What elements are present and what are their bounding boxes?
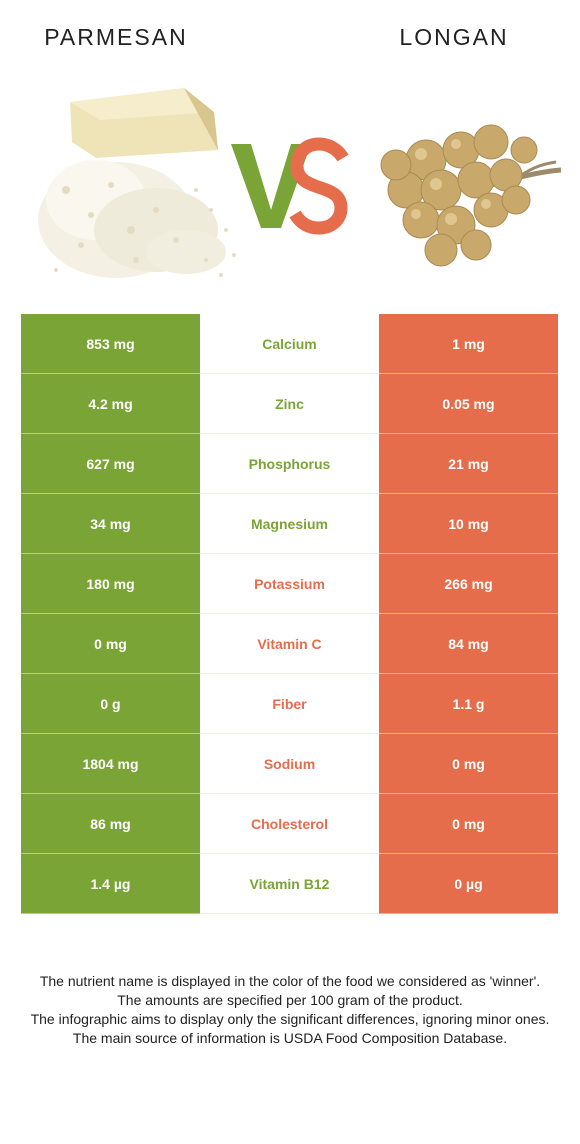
- nutrient-name: Calcium: [200, 314, 379, 374]
- table-row: 627 mg Phosphorus 21 mg: [21, 434, 558, 494]
- longan-value: 0.05 mg: [379, 374, 558, 434]
- nutrient-name: Potassium: [200, 554, 379, 614]
- nutrient-name: Fiber: [200, 674, 379, 734]
- parmesan-value: 853 mg: [21, 314, 200, 374]
- longan-value: 1.1 g: [379, 674, 558, 734]
- table-row: 4.2 mg Zinc 0.05 mg: [21, 374, 558, 434]
- nutrient-name: Vitamin C: [200, 614, 379, 674]
- longan-value: 84 mg: [379, 614, 558, 674]
- footnote-line: The nutrient name is displayed in the co…: [39, 973, 541, 989]
- nutrient-table: 853 mg Calcium 1 mg 4.2 mg Zinc 0.05 mg …: [21, 314, 558, 914]
- parmesan-value: 627 mg: [21, 434, 200, 494]
- nutrient-name: Cholesterol: [200, 794, 379, 854]
- nutrient-name: Phosphorus: [200, 434, 379, 494]
- footnote-line: The amounts are specified per 100 gram o…: [117, 992, 463, 1008]
- vs-s-letter: [289, 137, 349, 235]
- longan-value: 1 mg: [379, 314, 558, 374]
- footnote: The nutrient name is displayed in the co…: [16, 972, 564, 1048]
- longan-value: 10 mg: [379, 494, 558, 554]
- table-row: 0 g Fiber 1.1 g: [21, 674, 558, 734]
- longan-value: 0 µg: [379, 854, 558, 914]
- parmesan-value: 0 mg: [21, 614, 200, 674]
- parmesan-value: 0 g: [21, 674, 200, 734]
- nutrient-name: Sodium: [200, 734, 379, 794]
- vs-label: [225, 130, 355, 240]
- table-row: 853 mg Calcium 1 mg: [21, 314, 558, 374]
- table-row: 34 mg Magnesium 10 mg: [21, 494, 558, 554]
- nutrient-name: Magnesium: [200, 494, 379, 554]
- longan-value: 21 mg: [379, 434, 558, 494]
- table-row: 1.4 µg Vitamin B12 0 µg: [21, 854, 558, 914]
- table-row: 86 mg Cholesterol 0 mg: [21, 794, 558, 854]
- table-row: 180 mg Potassium 266 mg: [21, 554, 558, 614]
- food-title-right: LONGAN: [399, 24, 509, 50]
- longan-value: 0 mg: [379, 794, 558, 854]
- table-row: 0 mg Vitamin C 84 mg: [21, 614, 558, 674]
- longan-image: [366, 80, 576, 290]
- footnote-line: The infographic aims to display only the…: [30, 1011, 550, 1027]
- longan-value: 266 mg: [379, 554, 558, 614]
- parmesan-value: 180 mg: [21, 554, 200, 614]
- parmesan-value: 1.4 µg: [21, 854, 200, 914]
- parmesan-value: 86 mg: [21, 794, 200, 854]
- longan-value: 0 mg: [379, 734, 558, 794]
- food-title-left: PARMESAN: [44, 24, 188, 50]
- nutrient-name: Zinc: [200, 374, 379, 434]
- table-row: 1804 mg Sodium 0 mg: [21, 734, 558, 794]
- parmesan-image: [36, 80, 246, 290]
- parmesan-value: 4.2 mg: [21, 374, 200, 434]
- nutrient-name: Vitamin B12: [200, 854, 379, 914]
- footnote-line: The main source of information is USDA F…: [72, 1030, 508, 1046]
- parmesan-value: 34 mg: [21, 494, 200, 554]
- parmesan-value: 1804 mg: [21, 734, 200, 794]
